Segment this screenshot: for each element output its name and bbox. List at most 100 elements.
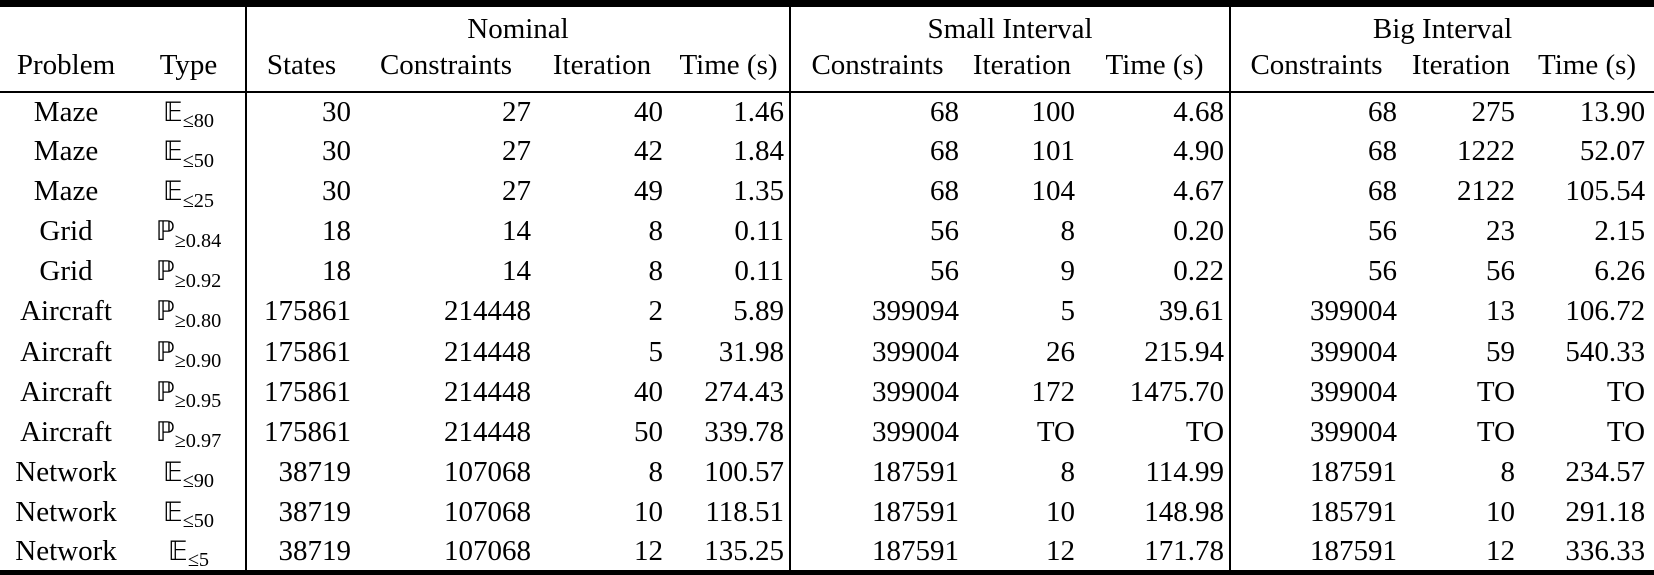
type-symbol: ℙ (155, 256, 175, 288)
problem-cell: Aircraft (20, 335, 112, 368)
big-iteration-cell: TO (1476, 415, 1516, 448)
big-time-cell: 6.26 (1594, 255, 1646, 288)
small-constraints-cell: 68 (930, 135, 959, 168)
column-header-big-constraints: Constraints (1230, 45, 1403, 93)
small-iteration-cell: 104 (1031, 175, 1076, 208)
problem-cell: Grid (39, 215, 93, 248)
nominal-constraints-cell: 14 (502, 215, 531, 248)
column-header-states: States (246, 45, 356, 93)
table-row: Network 𝔼≤50 38719 107068 10 118.51 187591 10 14… (0, 492, 1654, 533)
type-cell: ℙ≥0.95 (132, 372, 247, 413)
states-cell: 30 (322, 175, 351, 208)
type-subscript: ≥0.80 (174, 309, 222, 332)
small-constraints-cell: 399004 (872, 335, 959, 368)
nominal-iteration-cell: 40 (634, 95, 663, 128)
small-time-cell: 4.67 (1080, 171, 1232, 212)
nominal-time-cell: 1.46 (668, 91, 791, 132)
big-iteration-cell: 1222 (1457, 135, 1516, 168)
type-cell: ℙ≥0.80 (132, 291, 247, 332)
states-cell: 175861 (264, 295, 351, 328)
table-row: Maze 𝔼≤25 30 27 49 1.35 68 104 4.67 68 2122 105.54 (0, 171, 1654, 212)
small-time-cell: 215.94 (1080, 331, 1232, 373)
big-iteration-cell: 23 (1486, 215, 1516, 248)
nominal-time-cell: 0.11 (668, 211, 791, 252)
big-time-cell: 106.72 (1565, 295, 1646, 328)
group-header-big-interval: Big Interval (1372, 12, 1513, 45)
big-iteration-cell: 10 (1486, 495, 1516, 528)
nominal-constraints-cell: 214448 (444, 415, 531, 448)
problem-cell: Network (15, 534, 117, 567)
type-subscript: ≤80 (182, 110, 215, 133)
small-constraints-cell: 187591 (872, 455, 959, 488)
type-subscript: ≥0.95 (174, 390, 222, 413)
nominal-iteration-cell: 12 (634, 534, 663, 567)
big-iteration-cell: 59 (1486, 335, 1516, 368)
small-time-cell: TO (1080, 412, 1232, 453)
column-header-nominal-iteration: Iteration (536, 45, 668, 93)
nominal-constraints-cell: 214448 (444, 335, 531, 368)
problem-cell: Aircraft (20, 415, 112, 448)
small-time-cell: 39.61 (1080, 291, 1232, 332)
small-constraints-cell: 399004 (872, 375, 959, 408)
column-header-row: Problem Type States Constraints Iteratio… (0, 45, 1654, 93)
nominal-time-cell: 100.57 (668, 452, 791, 493)
group-header-empty (0, 3, 247, 46)
small-time-cell: 4.90 (1080, 131, 1232, 172)
nominal-iteration-cell: 8 (648, 255, 664, 288)
nominal-iteration-cell: 2 (648, 295, 664, 328)
type-symbol: 𝔼 (162, 176, 183, 208)
nominal-iteration-cell: 8 (648, 455, 664, 488)
type-symbol: ℙ (155, 296, 175, 328)
type-symbol: ℙ (155, 376, 175, 408)
table-row: Aircraft ℙ≥0.90 175861 214448 5 31.98 399004 26… (0, 331, 1654, 373)
nominal-iteration-cell: 42 (634, 135, 663, 168)
column-header-type: Type (132, 45, 247, 93)
small-constraints-cell: 56 (930, 255, 959, 288)
states-cell: 30 (322, 95, 351, 128)
small-constraints-cell: 68 (930, 175, 959, 208)
big-constraints-cell: 187591 (1310, 534, 1398, 567)
nominal-constraints-cell: 214448 (444, 295, 531, 328)
big-time-cell: 52.07 (1579, 135, 1646, 168)
column-header-nominal-time: Time (s) (668, 45, 791, 93)
column-header-problem: Problem (0, 45, 132, 93)
table-row: Grid ℙ≥0.84 18 14 8 0.11 56 8 0.20 56 23 2.15 (0, 211, 1654, 252)
type-subscript: ≤25 (182, 189, 215, 212)
problem-cell: Network (15, 495, 117, 528)
table-row: Maze 𝔼≤80 30 27 40 1.46 68 100 4.68 68 275 13.90 (0, 91, 1654, 133)
big-iteration-cell: 2122 (1457, 175, 1516, 208)
table-header: Nominal Small Interval Big Interval Prob… (0, 3, 1654, 93)
states-cell: 30 (322, 135, 351, 168)
type-symbol: 𝔼 (162, 136, 183, 168)
type-cell: ℙ≥0.84 (132, 211, 247, 252)
type-cell: 𝔼≤25 (132, 171, 247, 212)
type-subscript: ≥0.97 (174, 430, 222, 453)
small-iteration-cell: 26 (1046, 335, 1075, 368)
small-constraints-cell: 187591 (872, 534, 959, 567)
small-time-cell: 148.98 (1080, 492, 1232, 533)
small-time-cell: 114.99 (1080, 452, 1232, 493)
column-header-small-iteration: Iteration (964, 45, 1080, 93)
problem-cell: Aircraft (20, 295, 112, 328)
nominal-constraints-cell: 107068 (444, 455, 531, 488)
states-cell: 38719 (278, 534, 352, 567)
small-iteration-cell: 8 (1060, 455, 1076, 488)
type-cell: 𝔼≤50 (132, 492, 247, 533)
table-row: Maze 𝔼≤50 30 27 42 1.84 68 101 4.90 68 1222 52.07 (0, 131, 1654, 172)
nominal-iteration-cell: 8 (648, 215, 664, 248)
states-cell: 38719 (278, 455, 352, 488)
nominal-constraints-cell: 14 (502, 255, 531, 288)
table-row: Grid ℙ≥0.92 18 14 8 0.11 56 9 0.22 56 56 6.26 (0, 251, 1654, 292)
small-constraints-cell: 187591 (872, 495, 959, 528)
table-row: Aircraft ℙ≥0.80 175861 214448 2 5.89 399094 5 39… (0, 291, 1654, 332)
small-time-cell: 1475.70 (1080, 372, 1232, 413)
group-header-row: Nominal Small Interval Big Interval (0, 3, 1654, 46)
problem-cell: Aircraft (20, 375, 112, 408)
type-subscript: ≤50 (182, 510, 215, 533)
type-cell: ℙ≥0.97 (132, 412, 247, 453)
states-cell: 38719 (278, 495, 352, 528)
states-cell: 175861 (264, 375, 351, 408)
big-time-cell: 234.57 (1565, 455, 1646, 488)
big-constraints-cell: 185791 (1310, 495, 1398, 528)
